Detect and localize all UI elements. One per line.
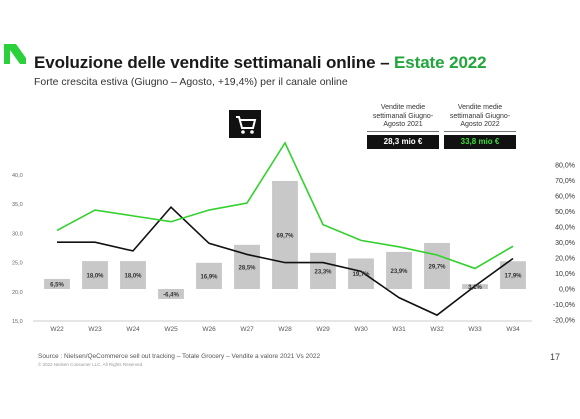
x-tick-label: W27 [240,326,254,333]
page-number: 17 [550,352,561,362]
y-left-tick-label: 20,0 [12,290,23,296]
series-line-2021 [57,205,514,317]
page-title: Evoluzione delle vendite settimanali onl… [34,53,487,73]
bar [44,278,70,289]
bar-data-label: 28,5% [238,265,256,271]
y-right-tick-label: 10,0% [555,271,575,278]
x-tick-label: W26 [202,326,216,333]
x-tick-label: W23 [88,326,102,333]
page-subtitle: Forte crescita estiva (Giugno – Agosto, … [34,76,348,88]
bar-data-label: 23,3% [314,269,332,275]
bar-data-label: 29,7% [428,264,446,270]
bar-data-label: -6,4% [163,292,179,298]
kpi-2021-value: 28,3 mio € [367,135,439,149]
x-tick-label: W32 [430,326,444,333]
y-right-tick-label: -10,0% [553,302,575,309]
kpi-2022-value: 33,8 mio € [444,135,516,149]
y-left-tick-label: 35,0 [12,202,23,208]
bar [120,261,146,289]
bar-data-label: 16,9% [200,274,218,280]
bar [310,252,336,289]
bar-data-label: 3,1% [468,285,482,291]
bar [386,251,412,289]
x-tick-label: W28 [278,326,292,333]
brand-logo-icon [4,44,26,64]
series-line-2022 [56,141,514,270]
y-right-tick-label: 60,0% [555,194,575,201]
y-left-tick-label: 25,0 [12,261,23,267]
y-right-tick-label: 0,0% [559,287,575,294]
y-left-tick-label: 30,0 [12,231,23,237]
y-left-tick-label: 40,0 [12,173,23,179]
x-tick-label: W25 [164,326,178,333]
bar-data-label: 18,0% [86,274,104,280]
y-right-tick-label: 50,0% [555,209,575,216]
title-main: Evoluzione delle vendite settimanali onl… [34,53,395,72]
x-tick-label: W22 [50,326,64,333]
y-right-tick-label: 80,0% [555,163,575,170]
kpi-2022-label: Vendite medie settimanali Giugno-Agosto … [449,104,511,128]
title-accent: Estate 2022 [394,53,487,72]
shopping-cart-icon [236,116,257,134]
source-note: Source : Nielsen/QeCommerce sell out tra… [38,353,321,360]
bar-data-label: 6,5% [50,282,64,288]
kpi-2021-divider [367,131,439,132]
kpi-2021-label: Vendite medie settimanali Giugno-Agosto … [372,104,434,128]
bar [424,242,450,289]
bar [196,262,222,289]
bar [82,261,108,289]
copyright-note: © 2022 Nielsen Consumer LLC. All Rights … [38,362,144,367]
y-right-tick-label: 40,0% [555,225,575,232]
kpi-2022-divider [444,131,516,132]
y-left-tick-label: 15,0 [12,319,23,325]
bar [500,261,526,289]
x-tick-label: W33 [468,326,482,333]
bar-data-label: 18,0% [124,274,142,280]
y-right-tick-label: 70,0% [555,178,575,185]
x-tick-label: W29 [316,326,330,333]
x-tick-label: W34 [506,326,520,333]
cart-badge [229,110,261,138]
bar [272,180,298,289]
bar-data-label: 23,9% [390,269,408,275]
x-tick-label: W31 [392,326,406,333]
y-right-tick-label: 30,0% [555,240,575,247]
x-tick-label: W24 [126,326,140,333]
y-right-tick-label: 20,0% [555,256,575,263]
bar [158,289,184,299]
bar-data-label: 69,7% [276,233,294,239]
bar-data-label: 19,7% [352,272,370,278]
x-tick-label: W30 [354,326,368,333]
bar [348,258,374,289]
y-right-tick-label: -20,0% [553,318,575,325]
bar-data-label: 17,9% [504,274,522,280]
